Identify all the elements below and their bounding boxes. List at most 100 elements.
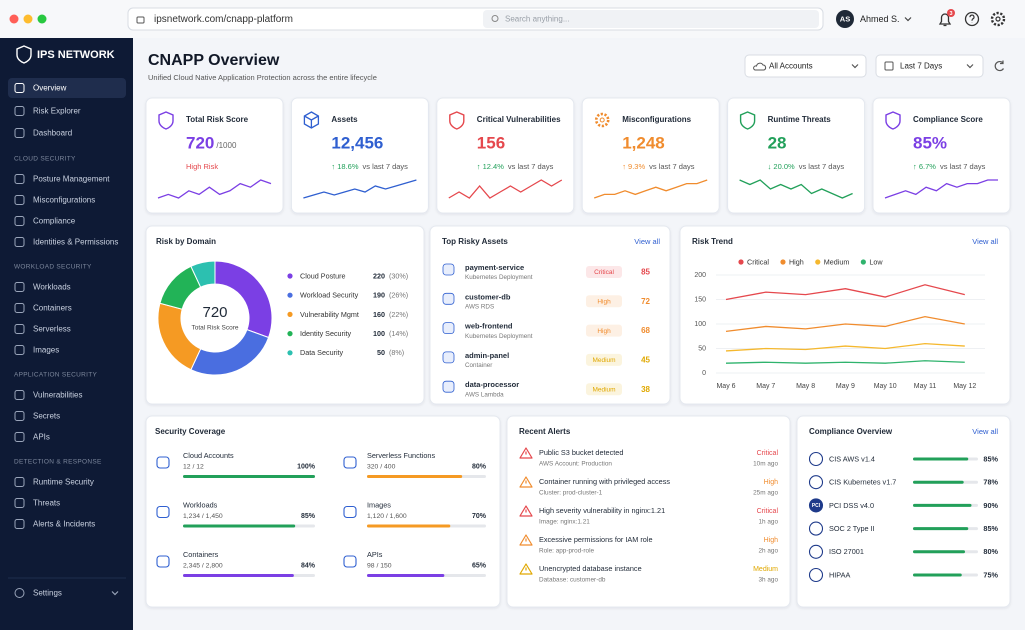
period-filter[interactable] bbox=[875, 54, 984, 78]
coverage-icon bbox=[343, 456, 357, 469]
view-all-link[interactable]: View all bbox=[972, 427, 998, 436]
asset-name[interactable]: data-processor bbox=[465, 380, 519, 389]
refresh-icon[interactable] bbox=[994, 60, 1005, 72]
x-tick-label: May 11 bbox=[914, 383, 937, 390]
coverage-name: Images bbox=[367, 500, 391, 509]
legend-share: (22%) bbox=[389, 310, 408, 319]
nav-item[interactable]: Containers bbox=[33, 304, 72, 313]
page-title: CNAPP Overview bbox=[148, 52, 280, 69]
legend-label: Medium bbox=[824, 257, 850, 266]
help-icon[interactable] bbox=[964, 11, 980, 27]
nav-item[interactable]: Secrets bbox=[33, 412, 60, 421]
coverage-percent: 100% bbox=[297, 463, 316, 470]
coverage-name: Workloads bbox=[183, 500, 218, 509]
y-tick-label: 100 bbox=[694, 321, 706, 328]
kpi-change: ↑ 12.4% bbox=[477, 162, 504, 171]
account-filter[interactable] bbox=[744, 54, 867, 78]
nav-item[interactable]: APIs bbox=[33, 433, 50, 442]
nav-item[interactable]: Misconfigurations bbox=[33, 196, 95, 205]
nav-item[interactable]: Compliance bbox=[33, 217, 76, 226]
nav-item[interactable]: Images bbox=[33, 346, 59, 355]
nav-item[interactable]: Vulnerabilities bbox=[33, 391, 83, 400]
alert-icon bbox=[519, 563, 533, 575]
nav-icon bbox=[14, 237, 25, 247]
kpi-card bbox=[436, 97, 575, 214]
alert-time: 25m ago bbox=[753, 490, 778, 497]
view-all-link[interactable]: View all bbox=[634, 237, 660, 246]
window-control[interactable] bbox=[23, 14, 33, 24]
alert-severity: High bbox=[764, 537, 779, 544]
nav-icon bbox=[14, 345, 25, 355]
asset-name[interactable]: payment-service bbox=[465, 263, 524, 272]
alert-title[interactable]: Public S3 bucket detected bbox=[539, 448, 623, 457]
severity-label: Medium bbox=[592, 386, 615, 393]
sparkline bbox=[303, 179, 417, 199]
legend-label: Workload Security bbox=[300, 291, 359, 300]
coverage-name: Cloud Accounts bbox=[183, 451, 234, 460]
legend-label: Data Security bbox=[300, 348, 344, 357]
asset-name[interactable]: admin-panel bbox=[465, 351, 509, 360]
view-all-link[interactable]: View all bbox=[972, 237, 998, 246]
nav-icon bbox=[14, 498, 25, 508]
severity-label: High bbox=[597, 328, 611, 335]
donut-total-label: Total Risk Score bbox=[192, 325, 239, 332]
nav-item[interactable]: Threats bbox=[33, 499, 60, 508]
settings-icon[interactable] bbox=[990, 11, 1006, 27]
coverage-percent: 85% bbox=[301, 513, 316, 520]
nav-item[interactable]: Settings bbox=[33, 589, 62, 598]
kpi-change-note: vs last 7 days bbox=[363, 162, 409, 171]
framework-name: ISO 27001 bbox=[829, 547, 864, 556]
settings-icon-hub bbox=[995, 16, 1001, 22]
kpi-unit: /1000 bbox=[216, 141, 237, 150]
alert-title[interactable]: Container running with privileged access bbox=[539, 477, 670, 486]
legend-value: 50 bbox=[377, 348, 385, 357]
panel-title: Risk Trend bbox=[692, 237, 733, 246]
framework-icon bbox=[808, 498, 824, 513]
coverage-percent: 70% bbox=[472, 513, 487, 520]
framework-percent: 90% bbox=[983, 501, 998, 510]
alert-detail: Cluster: prod-cluster-1 bbox=[539, 490, 603, 497]
progress-bar bbox=[367, 475, 463, 478]
nav-item[interactable]: Dashboard bbox=[33, 129, 72, 138]
alert-title[interactable]: Excessive permissions for IAM role bbox=[539, 535, 653, 544]
severity-label: Critical bbox=[594, 269, 614, 276]
nav-item[interactable]: Runtime Security bbox=[33, 478, 94, 487]
asset-icon bbox=[442, 322, 455, 335]
user-name[interactable]: Ahmed S. bbox=[860, 14, 900, 24]
search-box[interactable] bbox=[483, 10, 819, 28]
nav-item[interactable]: Workloads bbox=[33, 283, 71, 292]
progress-bar bbox=[913, 527, 969, 531]
nav-icon bbox=[14, 477, 25, 487]
asset-icon bbox=[442, 380, 455, 393]
severity-label: Medium bbox=[592, 357, 615, 364]
chevron-icon bbox=[966, 64, 974, 69]
nav-item[interactable]: Posture Management bbox=[33, 175, 110, 184]
legend-label: High bbox=[789, 257, 804, 266]
alert-icon bbox=[519, 476, 533, 488]
legend-label: Cloud Posture bbox=[300, 271, 346, 280]
panel-title: Risk by Domain bbox=[156, 237, 216, 246]
sparkline bbox=[593, 179, 708, 199]
kpi-change: ↑ 6.7% bbox=[913, 162, 936, 171]
nav-item[interactable]: Overview bbox=[33, 84, 67, 93]
nav-item[interactable]: Alerts & Incidents bbox=[33, 520, 95, 529]
legend-dot bbox=[287, 292, 293, 298]
nav-item[interactable]: Risk Explorer bbox=[33, 107, 81, 116]
nav-active-bg bbox=[8, 78, 126, 98]
alert-detail: Database: customer-db bbox=[539, 577, 606, 584]
window-control[interactable] bbox=[37, 14, 47, 24]
legend-label: Vulnerability Mgmt bbox=[300, 310, 359, 319]
nav-item[interactable]: Identities & Permissions bbox=[33, 238, 118, 247]
alert-title[interactable]: High severity vulnerability in nginx:1.2… bbox=[539, 506, 665, 515]
bell-icon[interactable] bbox=[938, 13, 952, 27]
avatar[interactable] bbox=[836, 10, 854, 28]
nav-item[interactable]: Serverless bbox=[33, 325, 71, 334]
asset-name[interactable]: customer-db bbox=[465, 292, 511, 301]
asset-name[interactable]: web-frontend bbox=[464, 322, 513, 331]
alert-time: 2h ago bbox=[758, 548, 778, 555]
chevron-icon bbox=[111, 591, 119, 596]
sidebar bbox=[0, 38, 133, 630]
window-control[interactable] bbox=[9, 14, 19, 24]
panel-title: Top Risky Assets bbox=[442, 237, 508, 246]
alert-title[interactable]: Unencrypted database instance bbox=[539, 564, 642, 573]
